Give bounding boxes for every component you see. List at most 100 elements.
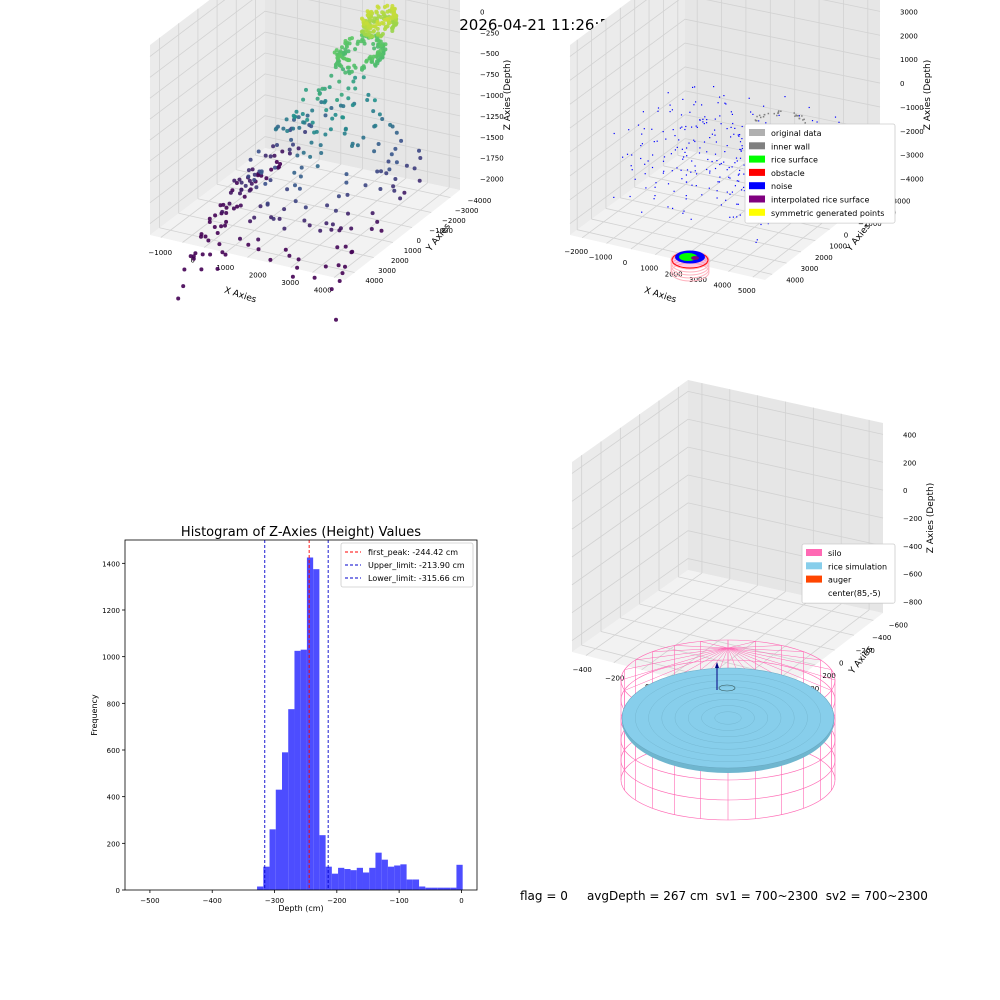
data-point [366, 92, 371, 97]
data-point [345, 192, 350, 197]
y-grid-floor [630, 162, 747, 250]
data-point [384, 25, 388, 29]
data-point [412, 166, 417, 171]
noise-point [714, 167, 717, 170]
inner-wall-point [776, 114, 778, 117]
z-grid [569, 0, 881, 81]
y-tick-label: 3000 [378, 267, 396, 275]
data-point [329, 73, 334, 78]
data-point [232, 178, 237, 183]
noise-point [750, 111, 752, 113]
data-point [239, 180, 244, 185]
data-point [283, 247, 288, 252]
data-point [212, 225, 217, 229]
noise-point [645, 187, 647, 189]
histogram-bar [306, 557, 314, 890]
data-point [387, 167, 392, 172]
legend-swatch [806, 562, 822, 570]
z-tick-label: 0 [480, 8, 484, 16]
data-point [320, 86, 325, 91]
z-tick-label: 400 [903, 431, 916, 439]
noise-point [729, 216, 731, 218]
histogram-bar [419, 886, 426, 890]
data-point [213, 213, 218, 218]
inner-wall-point [798, 117, 800, 120]
y-grid-floor [333, 187, 450, 278]
noise-point [670, 153, 672, 155]
silo-simulation-3d-plot: 3D simulation of Silo Interior−400−20002… [571, 380, 936, 821]
y-tick-label: 0 [839, 660, 843, 668]
data-point [343, 244, 348, 249]
noise-point [719, 163, 721, 166]
data-point [315, 164, 320, 169]
data-point [376, 31, 381, 36]
noise-point [763, 105, 765, 107]
y-tick-label: 200 [107, 840, 120, 848]
z-grid [569, 66, 881, 153]
data-point [417, 148, 421, 153]
noise-point [644, 163, 646, 165]
legend-swatch [749, 168, 765, 176]
y-tick-label: 1000 [829, 243, 847, 251]
noise-point [676, 146, 678, 148]
data-point [350, 144, 354, 148]
data-point [369, 227, 374, 231]
data-point [276, 165, 280, 170]
noise-point [737, 203, 739, 205]
data-point [303, 130, 308, 134]
silo-roof-line [727, 647, 804, 652]
data-point [238, 236, 242, 241]
y-grid-floor [581, 152, 698, 239]
z-grid [149, 31, 461, 120]
data-point [329, 227, 334, 232]
noise-point [752, 113, 754, 115]
noise-point [691, 126, 693, 128]
noise-point [673, 190, 675, 192]
noise-point [711, 133, 713, 135]
data-point [345, 57, 350, 62]
silo-roof-line [620, 647, 729, 681]
noise-point [726, 128, 728, 130]
noise-point [720, 204, 722, 206]
silo-roof-line [727, 645, 782, 649]
data-point [346, 96, 351, 101]
noise-point [641, 211, 643, 213]
noise-point [723, 95, 725, 97]
noise-point [748, 97, 750, 99]
data-point [356, 39, 361, 44]
data-point [217, 242, 222, 247]
noise-point [643, 128, 645, 130]
data-point [343, 127, 348, 132]
y-axis-label: Frequency [90, 694, 99, 736]
data-point [339, 92, 344, 97]
histogram-bar [257, 886, 264, 890]
noise-point [706, 119, 708, 121]
x-tick-label: 2000 [665, 270, 683, 278]
z-tick-label: −600 [903, 571, 922, 579]
data-point [323, 132, 328, 137]
data-point [346, 211, 350, 216]
histogram-bar [450, 887, 457, 890]
inner-wall-point [796, 115, 798, 117]
inner-wall-point [778, 110, 780, 112]
data-point [315, 96, 320, 101]
noise-point [642, 111, 644, 113]
data-point [227, 201, 232, 206]
inner-wall-point [763, 113, 766, 116]
data-point [325, 203, 330, 208]
x-tick-label: −1000 [589, 253, 613, 261]
data-point [282, 207, 287, 212]
noise-point [690, 171, 692, 173]
noise-point [693, 139, 695, 141]
inner-wall-point [803, 118, 805, 121]
data-point [373, 123, 378, 128]
data-point [248, 157, 253, 162]
data-point [385, 9, 390, 14]
data-point [345, 65, 350, 70]
data-point [289, 137, 294, 142]
data-point [327, 85, 332, 90]
z-tick-label: −1500 [480, 134, 504, 142]
silo-roof-line [727, 647, 832, 670]
z-grid [571, 390, 884, 474]
noise-point [732, 216, 734, 218]
